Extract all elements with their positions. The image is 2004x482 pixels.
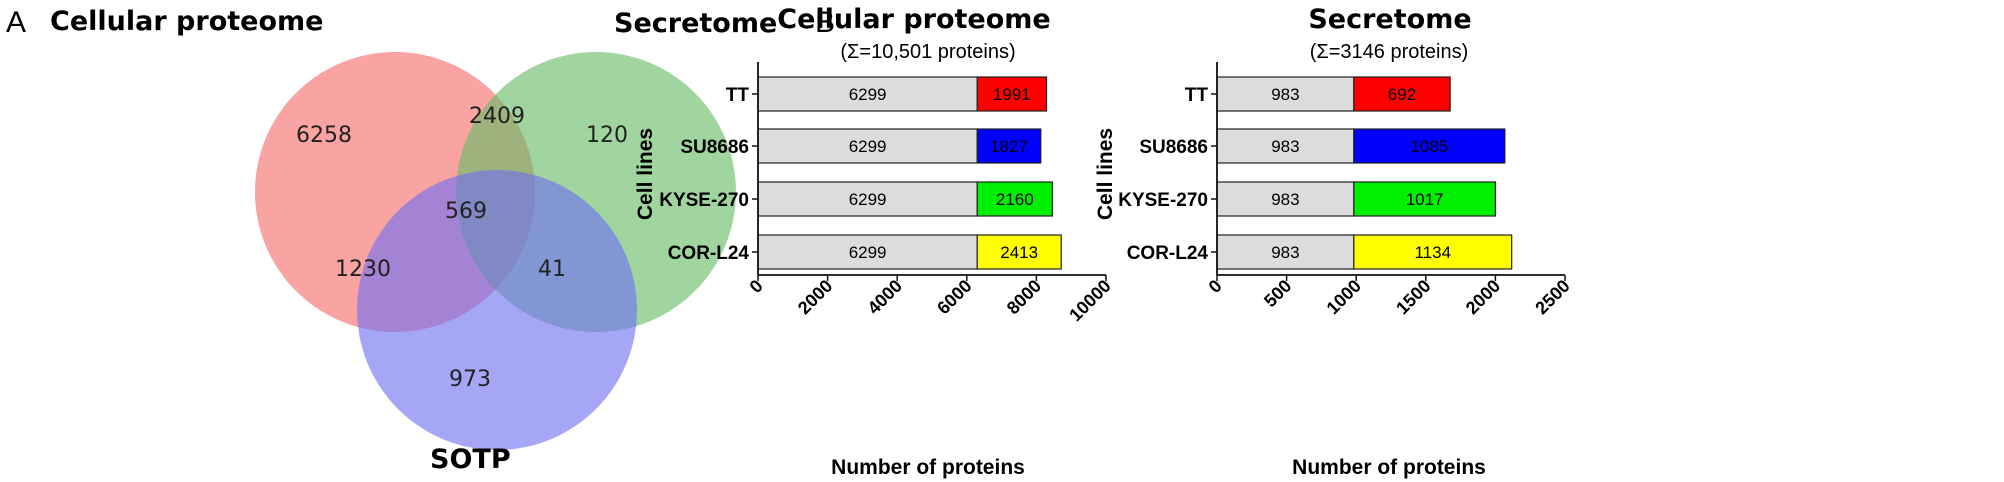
bar-value-label: 6299: [849, 85, 887, 104]
x-tick-label: 2000: [1462, 276, 1504, 318]
bar-segment-base: [757, 128, 978, 164]
x-tick-label: 10000: [1065, 276, 1115, 326]
category-label: SU8686: [680, 137, 749, 158]
x-tick-label: 4000: [864, 276, 906, 318]
panel-b-letter: B: [815, 6, 835, 39]
bar-value-label: 6299: [849, 243, 887, 262]
bar-segment-base: [757, 234, 978, 270]
y-axis-label: Cell lines: [1094, 128, 1117, 220]
bar-segment-specific: [976, 76, 1048, 112]
x-tick-label: 8000: [1003, 276, 1045, 318]
bar-segment-specific: [1353, 76, 1451, 112]
venn-diagram: Cellular proteome Secretome SOTP 6258 24…: [50, 6, 777, 475]
bar-segment-specific: [976, 128, 1042, 164]
bar-value-label: 6299: [849, 190, 887, 209]
bar-value-label: 2160: [996, 190, 1034, 209]
category-label: SU8686: [1139, 137, 1208, 158]
category-label: KYSE-270: [659, 190, 749, 211]
x-tick-label: 0: [746, 276, 767, 297]
bar-value-label: 1827: [990, 137, 1028, 156]
category-label: COR-L24: [668, 243, 750, 264]
chart-title: Secretome: [1308, 4, 1471, 35]
venn-count-cellular-sotp: 1230: [335, 257, 391, 282]
x-tick-label: 6000: [933, 276, 975, 318]
bar-segment-specific: [976, 181, 1053, 217]
x-axis-label: Number of proteins: [1292, 456, 1486, 479]
x-tick-label: 500: [1260, 276, 1295, 311]
bar-value-label: 983: [1271, 137, 1299, 156]
venn-label-cellular: Cellular proteome: [50, 6, 323, 37]
x-axis-label: Number of proteins: [831, 456, 1025, 479]
bar-segment-base: [1216, 234, 1355, 270]
venn-count-secretome-sotp: 41: [538, 257, 566, 282]
category-label: KYSE-270: [1118, 190, 1208, 211]
bar-value-label: 692: [1388, 85, 1416, 104]
chart-secretome: Secretome (Σ=3146 proteins) 983 692 TT 983 108…: [1094, 4, 1574, 479]
venn-count-all-three: 569: [445, 199, 487, 224]
bar-segment-base: [1216, 76, 1355, 112]
panel-a-letter: A: [6, 6, 26, 39]
chart-title: Cellular proteome: [777, 4, 1050, 35]
bar-value-label: 6299: [849, 137, 887, 156]
y-axis-label: Cell lines: [634, 128, 657, 220]
bar-segment-specific: [1353, 234, 1513, 270]
venn-count-cellular-only: 6258: [296, 123, 352, 148]
bar-value-label: 2413: [1000, 243, 1038, 262]
bar-value-label: 983: [1271, 243, 1299, 262]
bar-value-label: 1085: [1410, 137, 1448, 156]
venn-label-sotp: SOTP: [430, 444, 511, 475]
bar-segment-specific: [1353, 181, 1497, 217]
bar-segment-specific: [976, 234, 1062, 270]
category-label: TT: [726, 85, 750, 106]
bar-value-label: 1134: [1414, 243, 1451, 262]
venn-circle-sotp: [357, 170, 637, 450]
x-tick-label: 1000: [1323, 276, 1365, 318]
bar-segment-base: [757, 181, 978, 217]
x-tick-label: 2500: [1531, 276, 1573, 318]
bar-value-label: 1017: [1406, 190, 1444, 209]
venn-count-cellular-secretome: 2409: [469, 104, 525, 129]
x-tick-label: 0: [1205, 276, 1226, 297]
bar-value-label: 983: [1271, 85, 1299, 104]
x-tick-label: 2000: [794, 276, 836, 318]
chart-cellular-proteome: Cellular proteome (Σ=10,501 proteins) 6299…: [634, 4, 1115, 479]
bar-value-label: 983: [1271, 190, 1299, 209]
x-tick-label: 1500: [1392, 276, 1434, 318]
bar-segment-specific: [1353, 128, 1506, 164]
category-label: COR-L24: [1127, 243, 1209, 264]
venn-count-secretome-only: 120: [586, 123, 628, 148]
bar-value-label: 1991: [993, 85, 1031, 104]
chart-subtitle: (Σ=3146 proteins): [1310, 41, 1469, 63]
venn-label-secretome: Secretome: [614, 8, 777, 39]
bar-segment-base: [757, 76, 978, 112]
venn-count-sotp-only: 973: [449, 367, 491, 392]
chart-subtitle: (Σ=10,501 proteins): [840, 41, 1015, 63]
category-label: TT: [1185, 85, 1209, 106]
